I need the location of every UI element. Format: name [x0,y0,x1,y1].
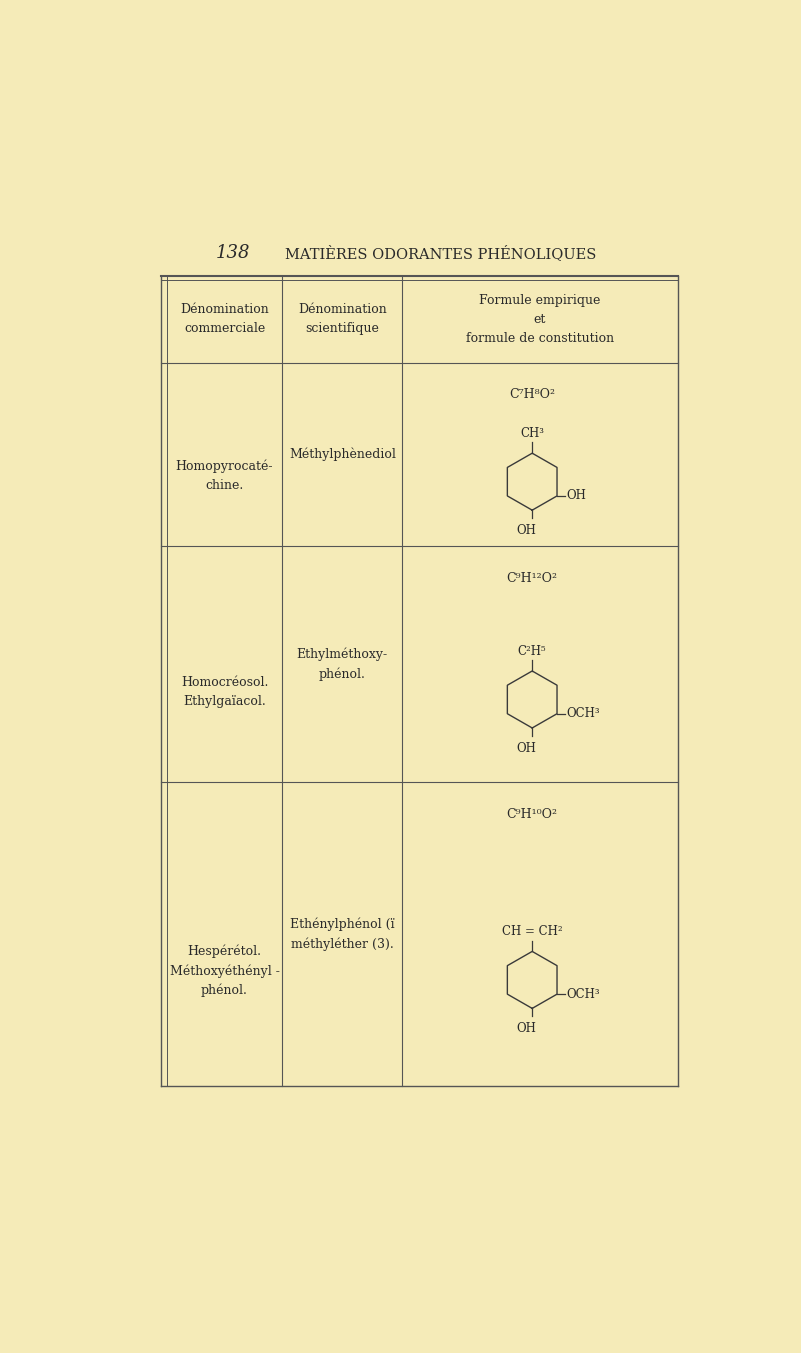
Text: Méthylphènediol: Méthylphènediol [289,448,396,461]
Text: Formule empirique
et
formule de constitution: Formule empirique et formule de constitu… [466,294,614,345]
Text: Ethénylphénol (ï
méthyléther (3).: Ethénylphénol (ï méthyléther (3). [290,917,395,951]
Text: Homocréosol.
Ethylgaïacol.: Homocréosol. Ethylgaïacol. [181,676,268,709]
Text: Dénomination
scientifique: Dénomination scientifique [298,303,387,336]
Text: C⁹H¹⁰O²: C⁹H¹⁰O² [507,808,557,821]
Text: MATIÈRES ODORANTES PHÉNOLIQUES: MATIÈRES ODORANTES PHÉNOLIQUES [285,245,597,261]
Text: 138: 138 [216,245,251,262]
Text: C⁷H⁸O²: C⁷H⁸O² [509,388,555,402]
Text: OH: OH [516,524,536,537]
Text: C⁹H¹²O²: C⁹H¹²O² [507,572,557,584]
Text: OH: OH [516,741,536,755]
Text: OH: OH [566,490,586,502]
Text: Dénomination
commerciale: Dénomination commerciale [180,303,269,336]
Text: OH: OH [516,1023,536,1035]
Text: Homopyrocaté-
chine.: Homopyrocaté- chine. [175,460,273,492]
Text: C²H⁵: C²H⁵ [518,645,546,658]
Text: Ethylméthoxy-
phénol.: Ethylméthoxy- phénol. [296,647,388,681]
Text: CH = CH²: CH = CH² [502,925,562,939]
Text: Hespérétol.
Méthoxyéthényl -
phénol.: Hespérétol. Méthoxyéthényl - phénol. [170,944,280,997]
Text: OCH³: OCH³ [566,988,600,1001]
Text: OCH³: OCH³ [566,708,600,720]
Text: CH³: CH³ [520,428,544,440]
